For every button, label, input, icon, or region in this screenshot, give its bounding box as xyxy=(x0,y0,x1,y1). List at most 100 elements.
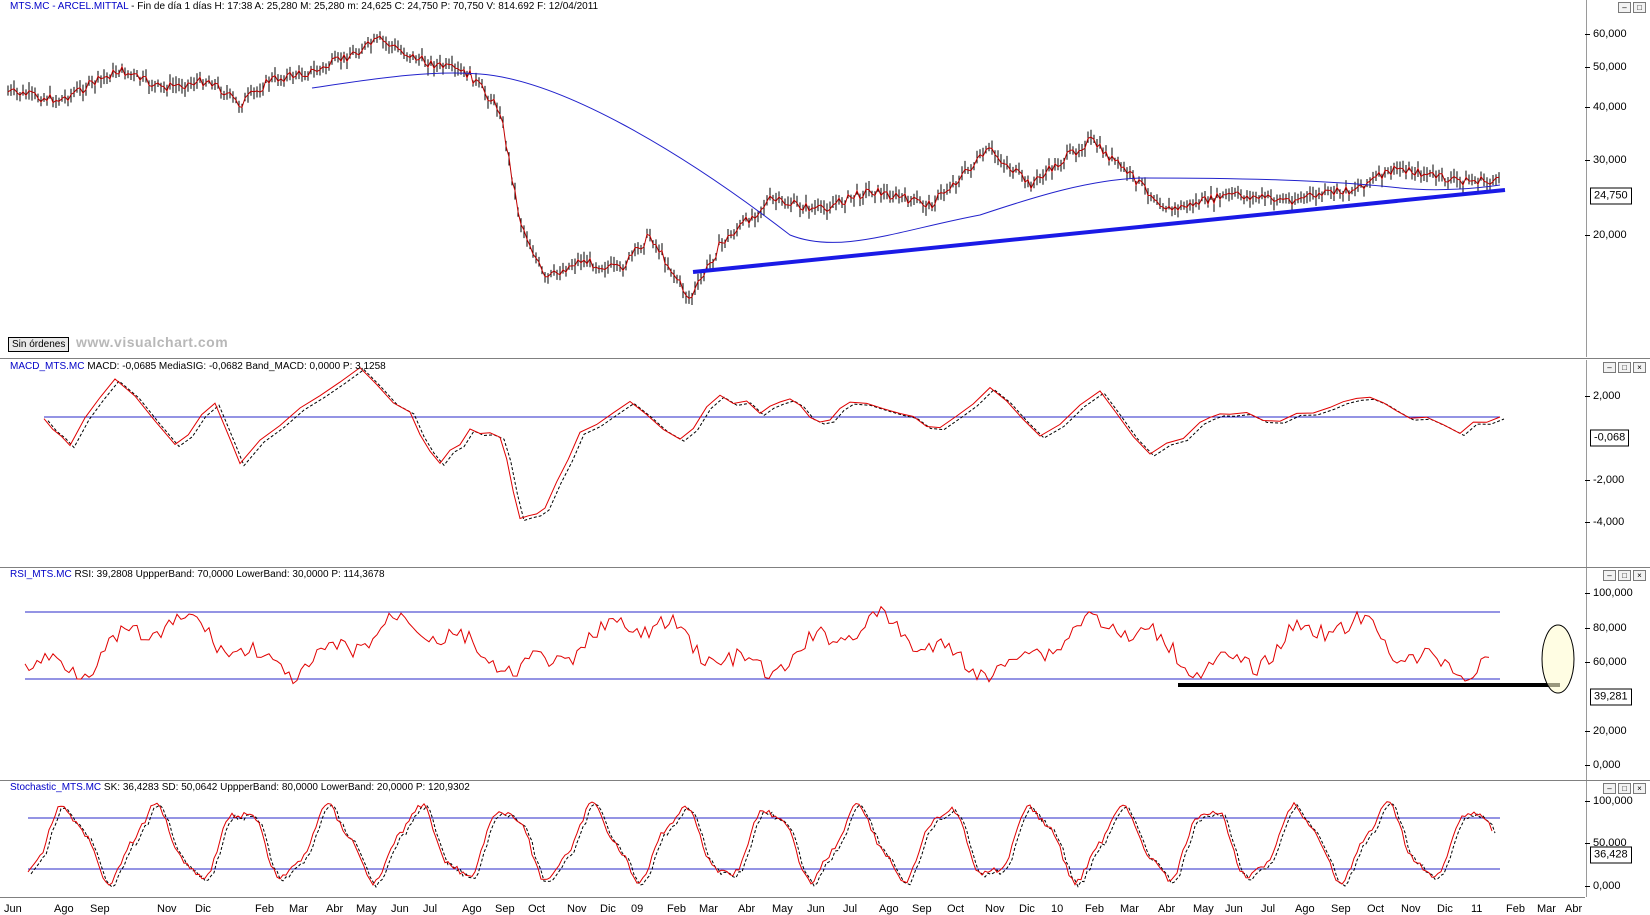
macd-last-value: -0,068 xyxy=(1590,429,1630,447)
stoch-sk-line xyxy=(27,801,1493,887)
stoch-chart-svg xyxy=(27,801,1500,889)
support-trendline xyxy=(692,188,1506,274)
close-button[interactable]: × xyxy=(1633,570,1646,581)
month-label: Dic xyxy=(1437,903,1453,915)
pane-divider[interactable] xyxy=(0,780,1650,781)
rsi-tick: 60,000 xyxy=(1585,656,1627,668)
price-y-axis[interactable] xyxy=(1586,0,1650,357)
month-label: Mar xyxy=(289,903,308,915)
rsi-tick: 0,000 xyxy=(1585,759,1621,771)
month-label: May xyxy=(1193,903,1214,915)
close-button[interactable]: × xyxy=(1633,783,1646,794)
stoch-title-info: SK: 36,4283 SD: 50,0642 UppperBand: 80,0… xyxy=(103,782,470,793)
macd-plot-area[interactable] xyxy=(0,360,1585,567)
price-tick: 30,000 xyxy=(1585,154,1627,166)
sin-ordenes-button[interactable]: Sin órdenes xyxy=(8,337,70,352)
month-label: Feb xyxy=(1085,903,1104,915)
stoch-tick: 0,000 xyxy=(1585,880,1621,892)
rsi-tick: 80,000 xyxy=(1585,622,1627,634)
month-label: Abr xyxy=(1565,903,1583,915)
macd-chart-svg xyxy=(43,366,1505,522)
minimize-button[interactable]: – xyxy=(1603,783,1616,794)
month-label: Mar xyxy=(1120,903,1139,915)
rsi-title-name: RSI_MTS.MC xyxy=(10,569,72,580)
month-label: Nov xyxy=(567,903,587,915)
month-label: Nov xyxy=(1401,903,1421,915)
macd-y-axis[interactable] xyxy=(1586,360,1650,567)
month-label: Jun xyxy=(391,903,409,915)
month-label: Ago xyxy=(462,903,482,915)
maximize-button[interactable]: □ xyxy=(1633,2,1646,13)
month-label: Jun xyxy=(4,903,22,915)
rsi-y-axis[interactable] xyxy=(1586,568,1650,780)
month-label: May xyxy=(356,903,377,915)
rsi-plot-area[interactable] xyxy=(0,568,1585,780)
month-label: Ago xyxy=(879,903,899,915)
month-label: Oct xyxy=(947,903,965,915)
moving-average-line xyxy=(311,72,1501,243)
minimize-button[interactable]: – xyxy=(1603,362,1616,373)
macd-window-buttons: – □ × xyxy=(1603,362,1646,373)
price-tick: 50,000 xyxy=(1585,61,1627,73)
month-label: Sep xyxy=(912,903,932,915)
pane-divider[interactable] xyxy=(0,567,1650,568)
month-label: Dic xyxy=(600,903,616,915)
macd-line xyxy=(43,366,1501,520)
month-label: Feb xyxy=(1506,903,1525,915)
maximize-button[interactable]: □ xyxy=(1618,362,1631,373)
month-label: 09 xyxy=(631,903,644,915)
stoch-tick: 100,000 xyxy=(1585,795,1633,807)
month-label: Sep xyxy=(495,903,515,915)
price-tick: 40,000 xyxy=(1585,101,1627,113)
rsi-title: RSI_MTS.MC RSI: 39,2808 UppperBand: 70,0… xyxy=(10,569,385,580)
month-label: Nov xyxy=(985,903,1005,915)
month-label: Jul xyxy=(423,903,438,915)
month-label: Mar xyxy=(699,903,718,915)
month-label: Sep xyxy=(90,903,110,915)
month-label: 10 xyxy=(1051,903,1064,915)
price-tick: 60,000 xyxy=(1585,28,1627,40)
price-close-line xyxy=(7,35,1500,300)
macd-title-name: MACD_MTS.MC xyxy=(10,361,85,372)
minimize-button[interactable]: – xyxy=(1603,570,1616,581)
price-window-buttons: – □ xyxy=(1618,2,1646,13)
stoch-sd-line xyxy=(30,803,1496,889)
rsi-highlight-ellipse xyxy=(1541,624,1575,694)
macd-title-info: MACD: -0,0685 MediaSIG: -0,0682 Band_MAC… xyxy=(87,361,386,372)
stoch-tick: 50,000 xyxy=(1585,837,1627,849)
month-label: Abr xyxy=(738,903,756,915)
rsi-title-info: RSI: 39,2808 UppperBand: 70,0000 LowerBa… xyxy=(74,569,385,580)
macd-tick: -2,000 xyxy=(1584,474,1625,486)
macd-title: MACD_MTS.MC MACD: -0,0685 MediaSIG: -0,0… xyxy=(10,361,386,372)
visualchart-watermark: www.visualchart.com xyxy=(76,334,229,350)
month-label: Mar xyxy=(1537,903,1556,915)
month-label: Sep xyxy=(1331,903,1351,915)
month-label: Feb xyxy=(255,903,274,915)
month-label: May xyxy=(772,903,793,915)
stoch-title-name: Stochastic_MTS.MC xyxy=(10,782,102,793)
pane-divider[interactable] xyxy=(0,358,1650,359)
month-label: Abr xyxy=(326,903,344,915)
month-label: Jul xyxy=(1261,903,1276,915)
price-pane[interactable]: MTS.MC - ARCEL.MITTAL - Fin de día 1 día… xyxy=(0,0,1650,357)
stoch-title: Stochastic_MTS.MC SK: 36,4283 SD: 50,064… xyxy=(10,782,470,793)
minimize-button[interactable]: – xyxy=(1618,2,1631,13)
month-label: Feb xyxy=(667,903,686,915)
macd-pane[interactable]: MACD_MTS.MC MACD: -0,0685 MediaSIG: -0,0… xyxy=(0,360,1650,567)
maximize-button[interactable]: □ xyxy=(1618,570,1631,581)
maximize-button[interactable]: □ xyxy=(1618,783,1631,794)
close-button[interactable]: × xyxy=(1633,362,1646,373)
stoch-last-value: 36,428 xyxy=(1590,846,1632,864)
price-chart-svg xyxy=(7,31,1506,305)
month-label: Dic xyxy=(1019,903,1035,915)
time-axis[interactable] xyxy=(0,897,1585,915)
stoch-y-axis[interactable] xyxy=(1586,781,1650,897)
stoch-pane[interactable]: Stochastic_MTS.MC SK: 36,4283 SD: 50,064… xyxy=(0,781,1650,897)
month-label: Oct xyxy=(528,903,546,915)
rsi-line xyxy=(24,605,1490,685)
month-label: Ago xyxy=(54,903,74,915)
macd-tick: -4,000 xyxy=(1584,516,1625,528)
price-plot-area[interactable] xyxy=(0,0,1585,357)
rsi-pane[interactable]: RSI_MTS.MC RSI: 39,2808 UppperBand: 70,0… xyxy=(0,568,1650,780)
rsi-window-buttons: – □ × xyxy=(1603,570,1646,581)
